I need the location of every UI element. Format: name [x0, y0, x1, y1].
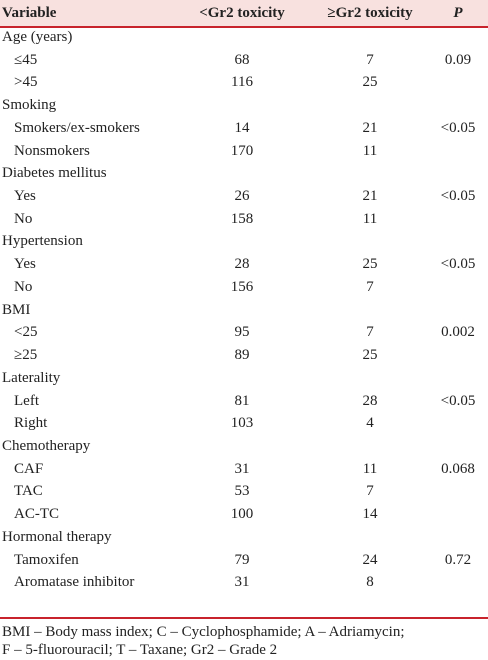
- cell-p: 0.068: [441, 460, 475, 477]
- cell-ge: 4: [366, 415, 374, 432]
- header-cell: Variable: [2, 5, 57, 21]
- cell-lt: 170: [230, 142, 254, 159]
- row-label: TAC: [14, 483, 43, 500]
- group-label: Laterality: [2, 369, 61, 386]
- row-label: AC-TC: [14, 506, 59, 523]
- cell-ge: 11: [362, 210, 378, 227]
- cell-ge: 24: [362, 551, 378, 568]
- group-label: Smoking: [2, 97, 57, 114]
- group-label: Diabetes mellitus: [2, 165, 107, 182]
- row-label: >45: [14, 74, 38, 91]
- cell-ge: 7: [366, 51, 374, 68]
- cell-ge: 11: [362, 460, 378, 477]
- cell-ge: 21: [362, 119, 378, 136]
- row-label: No: [14, 278, 33, 295]
- cell-ge: 8: [366, 574, 374, 591]
- cell-lt: 79: [234, 551, 250, 568]
- cell-lt: 14: [234, 119, 250, 136]
- cell-ge: 25: [362, 347, 378, 364]
- row-label: No: [14, 210, 33, 227]
- group-label: Chemotherapy: [2, 437, 91, 454]
- row-label: Yes: [14, 256, 36, 273]
- header-cell: ≥Gr2 toxicity: [327, 5, 413, 21]
- cell-lt: 28: [234, 256, 250, 273]
- cell-p: 0.09: [444, 51, 472, 68]
- cell-lt: 26: [234, 188, 250, 205]
- cell-lt: 103: [230, 415, 254, 432]
- cell-ge: 21: [362, 188, 378, 205]
- footnote: F – 5-fluorouracil; T – Taxane; Gr2 – Gr…: [2, 642, 278, 658]
- group-label: Age (years): [2, 29, 73, 45]
- cell-lt: 31: [234, 574, 250, 591]
- row-label: ≥25: [14, 347, 38, 364]
- cell-ge: 28: [362, 392, 378, 409]
- cell-p: <0.05: [440, 119, 476, 136]
- cell-lt: 53: [234, 483, 250, 500]
- footnote: BMI – Body mass index; C – Cyclophospham…: [2, 624, 405, 640]
- cell-lt: 100: [230, 506, 254, 523]
- row-label: Right: [14, 415, 48, 432]
- group-label: Hormonal therapy: [2, 528, 112, 545]
- bottom-rule: [0, 617, 488, 619]
- row-label: Nonsmokers: [14, 142, 90, 159]
- cell-ge: 25: [362, 256, 378, 273]
- cell-lt: 156: [230, 278, 254, 295]
- cell-ge: 7: [366, 278, 374, 295]
- cell-lt: 89: [234, 347, 250, 364]
- group-label: Hypertension: [2, 233, 83, 250]
- cell-p: <0.05: [440, 188, 476, 205]
- row-label: Left: [14, 392, 39, 409]
- cell-p: <0.05: [440, 256, 476, 273]
- cell-lt: 81: [234, 392, 250, 409]
- cell-p: 0.002: [441, 324, 475, 341]
- cell-lt: 95: [234, 324, 250, 341]
- row-label: Smokers/ex-smokers: [14, 119, 140, 136]
- cell-lt: 68: [234, 51, 250, 68]
- cell-lt: 116: [231, 74, 253, 91]
- cell-p: <0.05: [440, 392, 476, 409]
- row-label: Aromatase inhibitor: [14, 574, 135, 591]
- row-label: <25: [14, 324, 38, 341]
- cell-lt: 31: [234, 460, 250, 477]
- cell-ge: 25: [362, 74, 378, 91]
- group-label: BMI: [2, 301, 31, 318]
- cell-ge: 7: [366, 483, 374, 500]
- header-cell: <Gr2 toxicity: [199, 5, 285, 21]
- row-label: CAF: [14, 460, 44, 477]
- row-label: Tamoxifen: [14, 551, 79, 568]
- cell-ge: 11: [362, 142, 378, 159]
- cell-p: 0.72: [444, 551, 472, 568]
- header-row: Variable <Gr2 toxicity ≥Gr2 toxicity P: [0, 0, 488, 28]
- cell-lt: 158: [230, 210, 254, 227]
- cell-ge: 14: [362, 506, 378, 523]
- row-label: ≤45: [14, 51, 38, 68]
- cell-ge: 7: [366, 324, 374, 341]
- row-label: Yes: [14, 188, 36, 205]
- header-cell: P: [453, 5, 463, 21]
